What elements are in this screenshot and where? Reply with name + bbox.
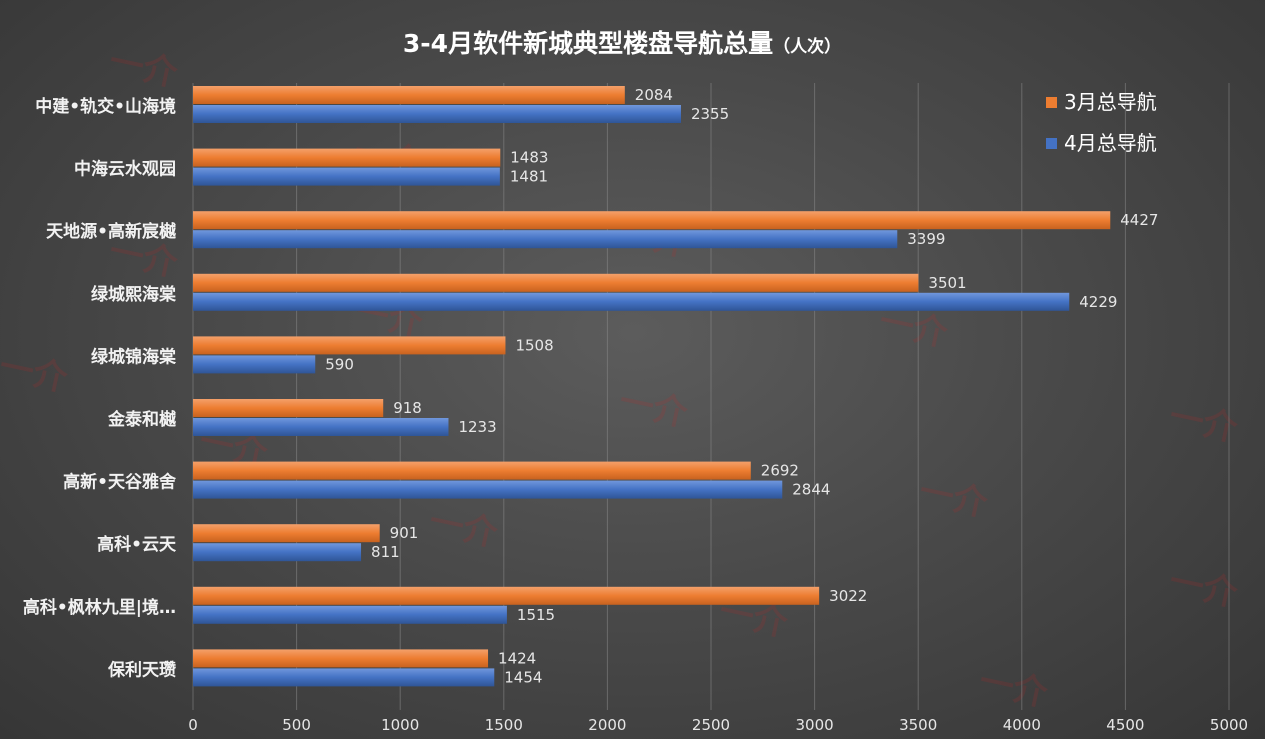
category-label: 中海云水观园 <box>74 159 176 180</box>
data-label: 918 <box>393 399 422 417</box>
data-label: 3399 <box>907 230 945 248</box>
bar-series-1 <box>193 649 489 668</box>
category-label: 保利天瓒 <box>107 659 176 680</box>
data-label: 1515 <box>517 606 555 624</box>
legend-label-series-2: 4月总导航 <box>1064 131 1157 155</box>
x-tick-label: 3500 <box>899 716 937 734</box>
x-tick-label: 1000 <box>381 716 419 734</box>
category-label: 中建•轨交•山海境 <box>35 96 176 117</box>
data-label: 4427 <box>1120 211 1158 229</box>
bar-series-2 <box>193 355 316 374</box>
data-label: 811 <box>371 543 400 561</box>
category-label: 天地源•高新宸樾 <box>46 221 177 242</box>
bar-series-1 <box>193 336 506 355</box>
x-tick-label: 2000 <box>588 716 626 734</box>
data-label: 2355 <box>691 105 729 123</box>
legend-swatch-series-1 <box>1046 97 1057 108</box>
bar-series-1 <box>193 399 384 417</box>
bar-series-2 <box>193 230 898 249</box>
x-tick-label: 4500 <box>1106 716 1144 734</box>
x-tick-label: 5000 <box>1210 716 1248 734</box>
bar-series-2 <box>193 418 449 436</box>
data-label: 4229 <box>1079 293 1117 311</box>
x-tick-label: 2500 <box>692 716 730 734</box>
bar-series-1 <box>193 586 820 605</box>
x-tick-label: 3000 <box>796 716 834 734</box>
data-label: 1508 <box>515 336 553 354</box>
bar-series-1 <box>193 524 380 543</box>
bar-series-2 <box>193 480 783 499</box>
data-label: 1424 <box>498 649 536 667</box>
bar-series-2 <box>193 167 500 186</box>
chart-title-main: 3-4月软件新城典型楼盘导航总量 <box>403 29 773 58</box>
data-label: 590 <box>325 355 354 373</box>
bar-series-2 <box>193 105 681 123</box>
category-label: 金泰和樾 <box>107 409 177 430</box>
data-label: 901 <box>390 524 419 542</box>
data-label: 3022 <box>829 587 867 605</box>
legend-swatch-series-2 <box>1046 138 1057 149</box>
bar-series-1 <box>193 273 919 292</box>
data-label: 1233 <box>458 418 496 436</box>
data-label: 1481 <box>510 168 548 186</box>
bar-series-1 <box>193 461 751 480</box>
category-label: 高新•天谷雅舍 <box>63 472 176 493</box>
x-tick-label: 0 <box>188 716 198 734</box>
chart-title-suffix: （人次） <box>773 36 841 57</box>
bar-series-1 <box>193 86 625 104</box>
data-label: 2084 <box>635 86 673 104</box>
chart-title: 3-4月软件新城典型楼盘导航总量（人次） <box>403 29 841 58</box>
x-tick-label: 1500 <box>485 716 523 734</box>
bar-series-2 <box>193 292 1070 311</box>
data-label: 3501 <box>928 274 966 292</box>
bar-series-2 <box>193 668 495 687</box>
data-label: 1454 <box>504 668 542 686</box>
category-label: 绿城锦海棠 <box>91 346 177 367</box>
bar-series-1 <box>193 211 1111 230</box>
x-tick-label: 500 <box>282 716 311 734</box>
data-label: 2692 <box>761 462 799 480</box>
legend-label-series-1: 3月总导航 <box>1064 90 1157 114</box>
bar-series-2 <box>193 543 362 562</box>
category-label: 高科•枫林九里|境… <box>23 597 176 618</box>
data-label: 1483 <box>510 149 548 167</box>
data-label: 2844 <box>792 481 830 499</box>
x-tick-label: 4000 <box>1003 716 1041 734</box>
bar-series-2 <box>193 605 507 624</box>
bar-series-1 <box>193 148 501 167</box>
category-label: 绿城熙海棠 <box>91 284 177 305</box>
category-label: 高科•云天 <box>97 534 177 555</box>
